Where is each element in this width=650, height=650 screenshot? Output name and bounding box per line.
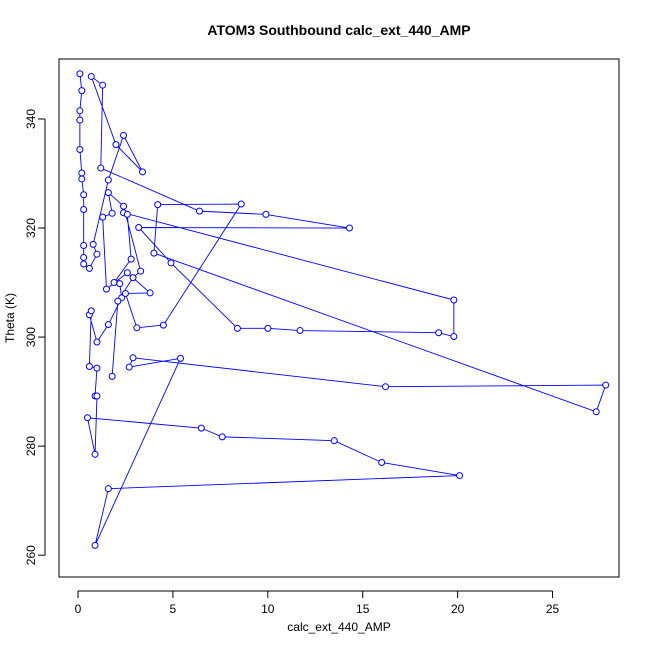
plot-frame — [58, 58, 620, 578]
data-point — [110, 279, 118, 287]
data-point — [108, 209, 116, 217]
data-point — [146, 289, 154, 297]
data-point — [76, 146, 84, 154]
data-point — [108, 372, 116, 380]
y-tick-label: 300 — [24, 327, 38, 347]
data-point — [78, 87, 86, 95]
data-point — [345, 224, 353, 232]
data-point — [85, 363, 93, 371]
data-point — [125, 363, 133, 371]
data-point — [296, 327, 304, 335]
data-point — [121, 289, 129, 297]
data-point — [76, 107, 84, 115]
x-axis-label: calc_ext_440_AMP — [287, 620, 390, 634]
x-tick-label: 0 — [75, 602, 82, 616]
data-point — [127, 255, 135, 263]
data-point — [91, 541, 99, 549]
data-point — [80, 260, 88, 268]
data-point — [456, 472, 464, 480]
data-point — [262, 210, 270, 218]
data-point — [129, 354, 137, 362]
data-point — [93, 250, 101, 258]
data-point — [330, 437, 338, 445]
data-point — [104, 176, 112, 184]
data-point — [382, 383, 390, 391]
data-point — [129, 274, 137, 282]
x-tick-label: 15 — [356, 602, 370, 616]
y-tick-label: 340 — [24, 109, 38, 129]
data-point — [435, 329, 443, 337]
data-point — [123, 210, 131, 218]
data-point — [116, 280, 124, 288]
data-point — [76, 116, 84, 124]
data-point — [378, 458, 386, 466]
data-point — [85, 264, 93, 272]
x-tick-label: 20 — [451, 602, 465, 616]
x-tick-label: 5 — [170, 602, 177, 616]
data-point — [93, 338, 101, 346]
data-point — [233, 324, 241, 332]
data-point — [114, 297, 122, 305]
x-axis: 0 5 10 15 20 25 — [75, 590, 560, 616]
data-point — [104, 321, 112, 329]
series-line — [79, 73, 607, 546]
x-tick-label: 25 — [546, 602, 560, 616]
data-point — [120, 131, 128, 139]
data-point — [137, 267, 145, 275]
series-layer — [76, 70, 610, 549]
data-point — [89, 240, 97, 248]
data-point — [87, 72, 95, 80]
y-axis: 260 280 300 320 340 — [24, 109, 46, 565]
data-point — [120, 202, 128, 210]
data-point — [123, 269, 131, 277]
data-point — [197, 424, 205, 432]
x-tick-label: 10 — [261, 602, 275, 616]
y-tick-label: 260 — [24, 545, 38, 565]
data-point — [195, 207, 203, 215]
data-point — [135, 223, 143, 231]
data-point — [97, 164, 105, 172]
y-axis-label: Theta (K) — [3, 293, 17, 343]
data-point — [80, 191, 88, 199]
chart-title: ATOM3 Southbound calc_ext_440_AMP — [207, 22, 470, 38]
y-tick-label: 320 — [24, 218, 38, 238]
data-point — [93, 392, 101, 400]
data-point — [93, 364, 101, 372]
data-point — [104, 485, 112, 493]
data-point — [264, 324, 272, 332]
data-point — [176, 354, 184, 362]
data-point — [76, 70, 84, 78]
data-point — [167, 259, 175, 267]
data-point — [602, 381, 610, 389]
data-point — [112, 141, 120, 149]
data-point — [80, 241, 88, 249]
data-point — [450, 296, 458, 304]
data-point — [218, 433, 226, 441]
data-point — [78, 175, 86, 183]
data-point — [87, 307, 95, 315]
data-point — [78, 169, 86, 177]
data-point — [237, 200, 245, 208]
data-point — [102, 285, 110, 293]
data-point — [133, 324, 141, 332]
data-point — [154, 201, 162, 209]
data-point — [592, 408, 600, 416]
data-point — [139, 168, 147, 176]
data-point — [80, 253, 88, 261]
data-point — [91, 450, 99, 458]
data-point — [450, 333, 458, 341]
data-point — [83, 414, 91, 422]
data-point — [159, 321, 167, 329]
y-tick-label: 280 — [24, 436, 38, 456]
data-point — [150, 249, 158, 257]
data-point — [99, 213, 107, 221]
data-point — [104, 189, 112, 197]
data-point — [80, 205, 88, 213]
data-point — [99, 81, 107, 89]
